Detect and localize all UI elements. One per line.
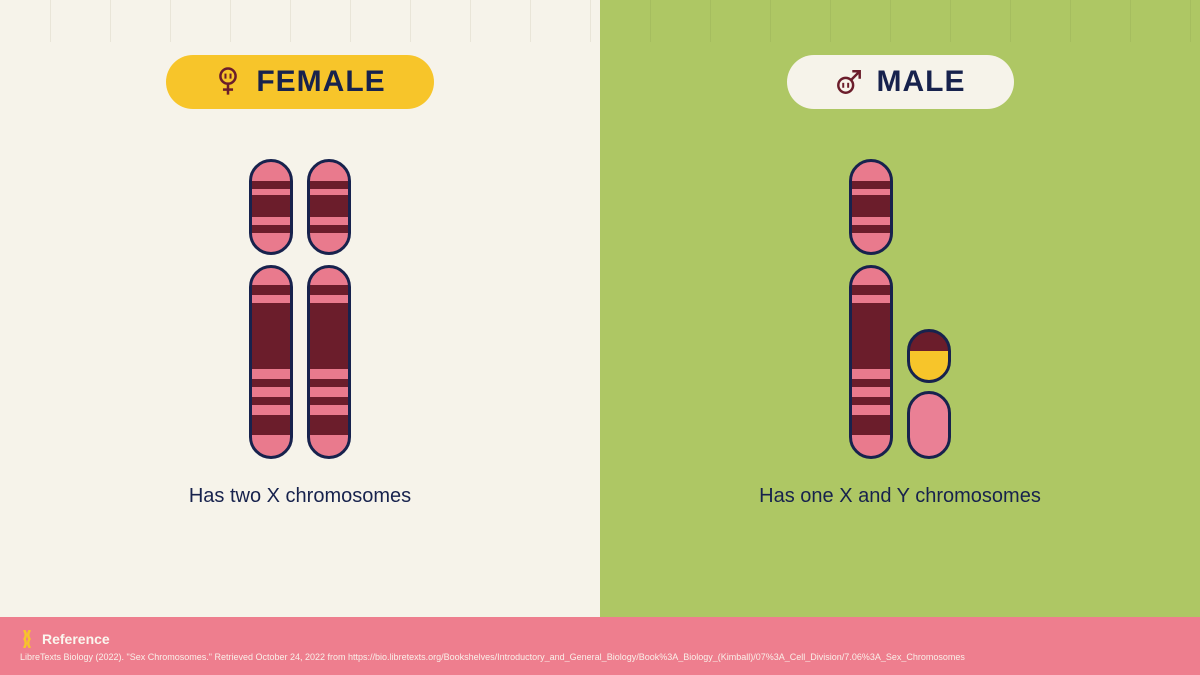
chromosomes-female (249, 149, 351, 459)
x-chromosome (307, 159, 351, 459)
badge-male: MALE (787, 55, 1014, 109)
caption-male: Has one X and Y chromosomes (759, 485, 1041, 508)
chromosome-icon (20, 630, 34, 648)
x-chromosome (849, 159, 893, 459)
footer-title: Reference (42, 631, 110, 647)
badge-male-label: MALE (877, 65, 966, 99)
chromosomes-male (849, 149, 951, 459)
infographic-canvas: FEMALE Has two X chromosomes MALE (0, 0, 1200, 675)
badge-female: FEMALE (166, 55, 433, 109)
x-chromosome (249, 159, 293, 459)
footer-title-row: Reference (20, 630, 1180, 648)
badge-female-label: FEMALE (256, 65, 385, 99)
main-row: FEMALE Has two X chromosomes MALE (0, 0, 1200, 617)
footer-citation: LibreTexts Biology (2022). "Sex Chromoso… (20, 652, 1180, 662)
footer-reference: Reference LibreTexts Biology (2022). "Se… (0, 617, 1200, 675)
female-symbol-icon (214, 65, 242, 99)
male-symbol-icon (835, 65, 863, 99)
caption-female: Has two X chromosomes (189, 485, 411, 508)
panel-female: FEMALE Has two X chromosomes (0, 0, 600, 617)
y-chromosome (907, 329, 951, 459)
panel-male: MALE Has one X and Y chromosomes (600, 0, 1200, 617)
